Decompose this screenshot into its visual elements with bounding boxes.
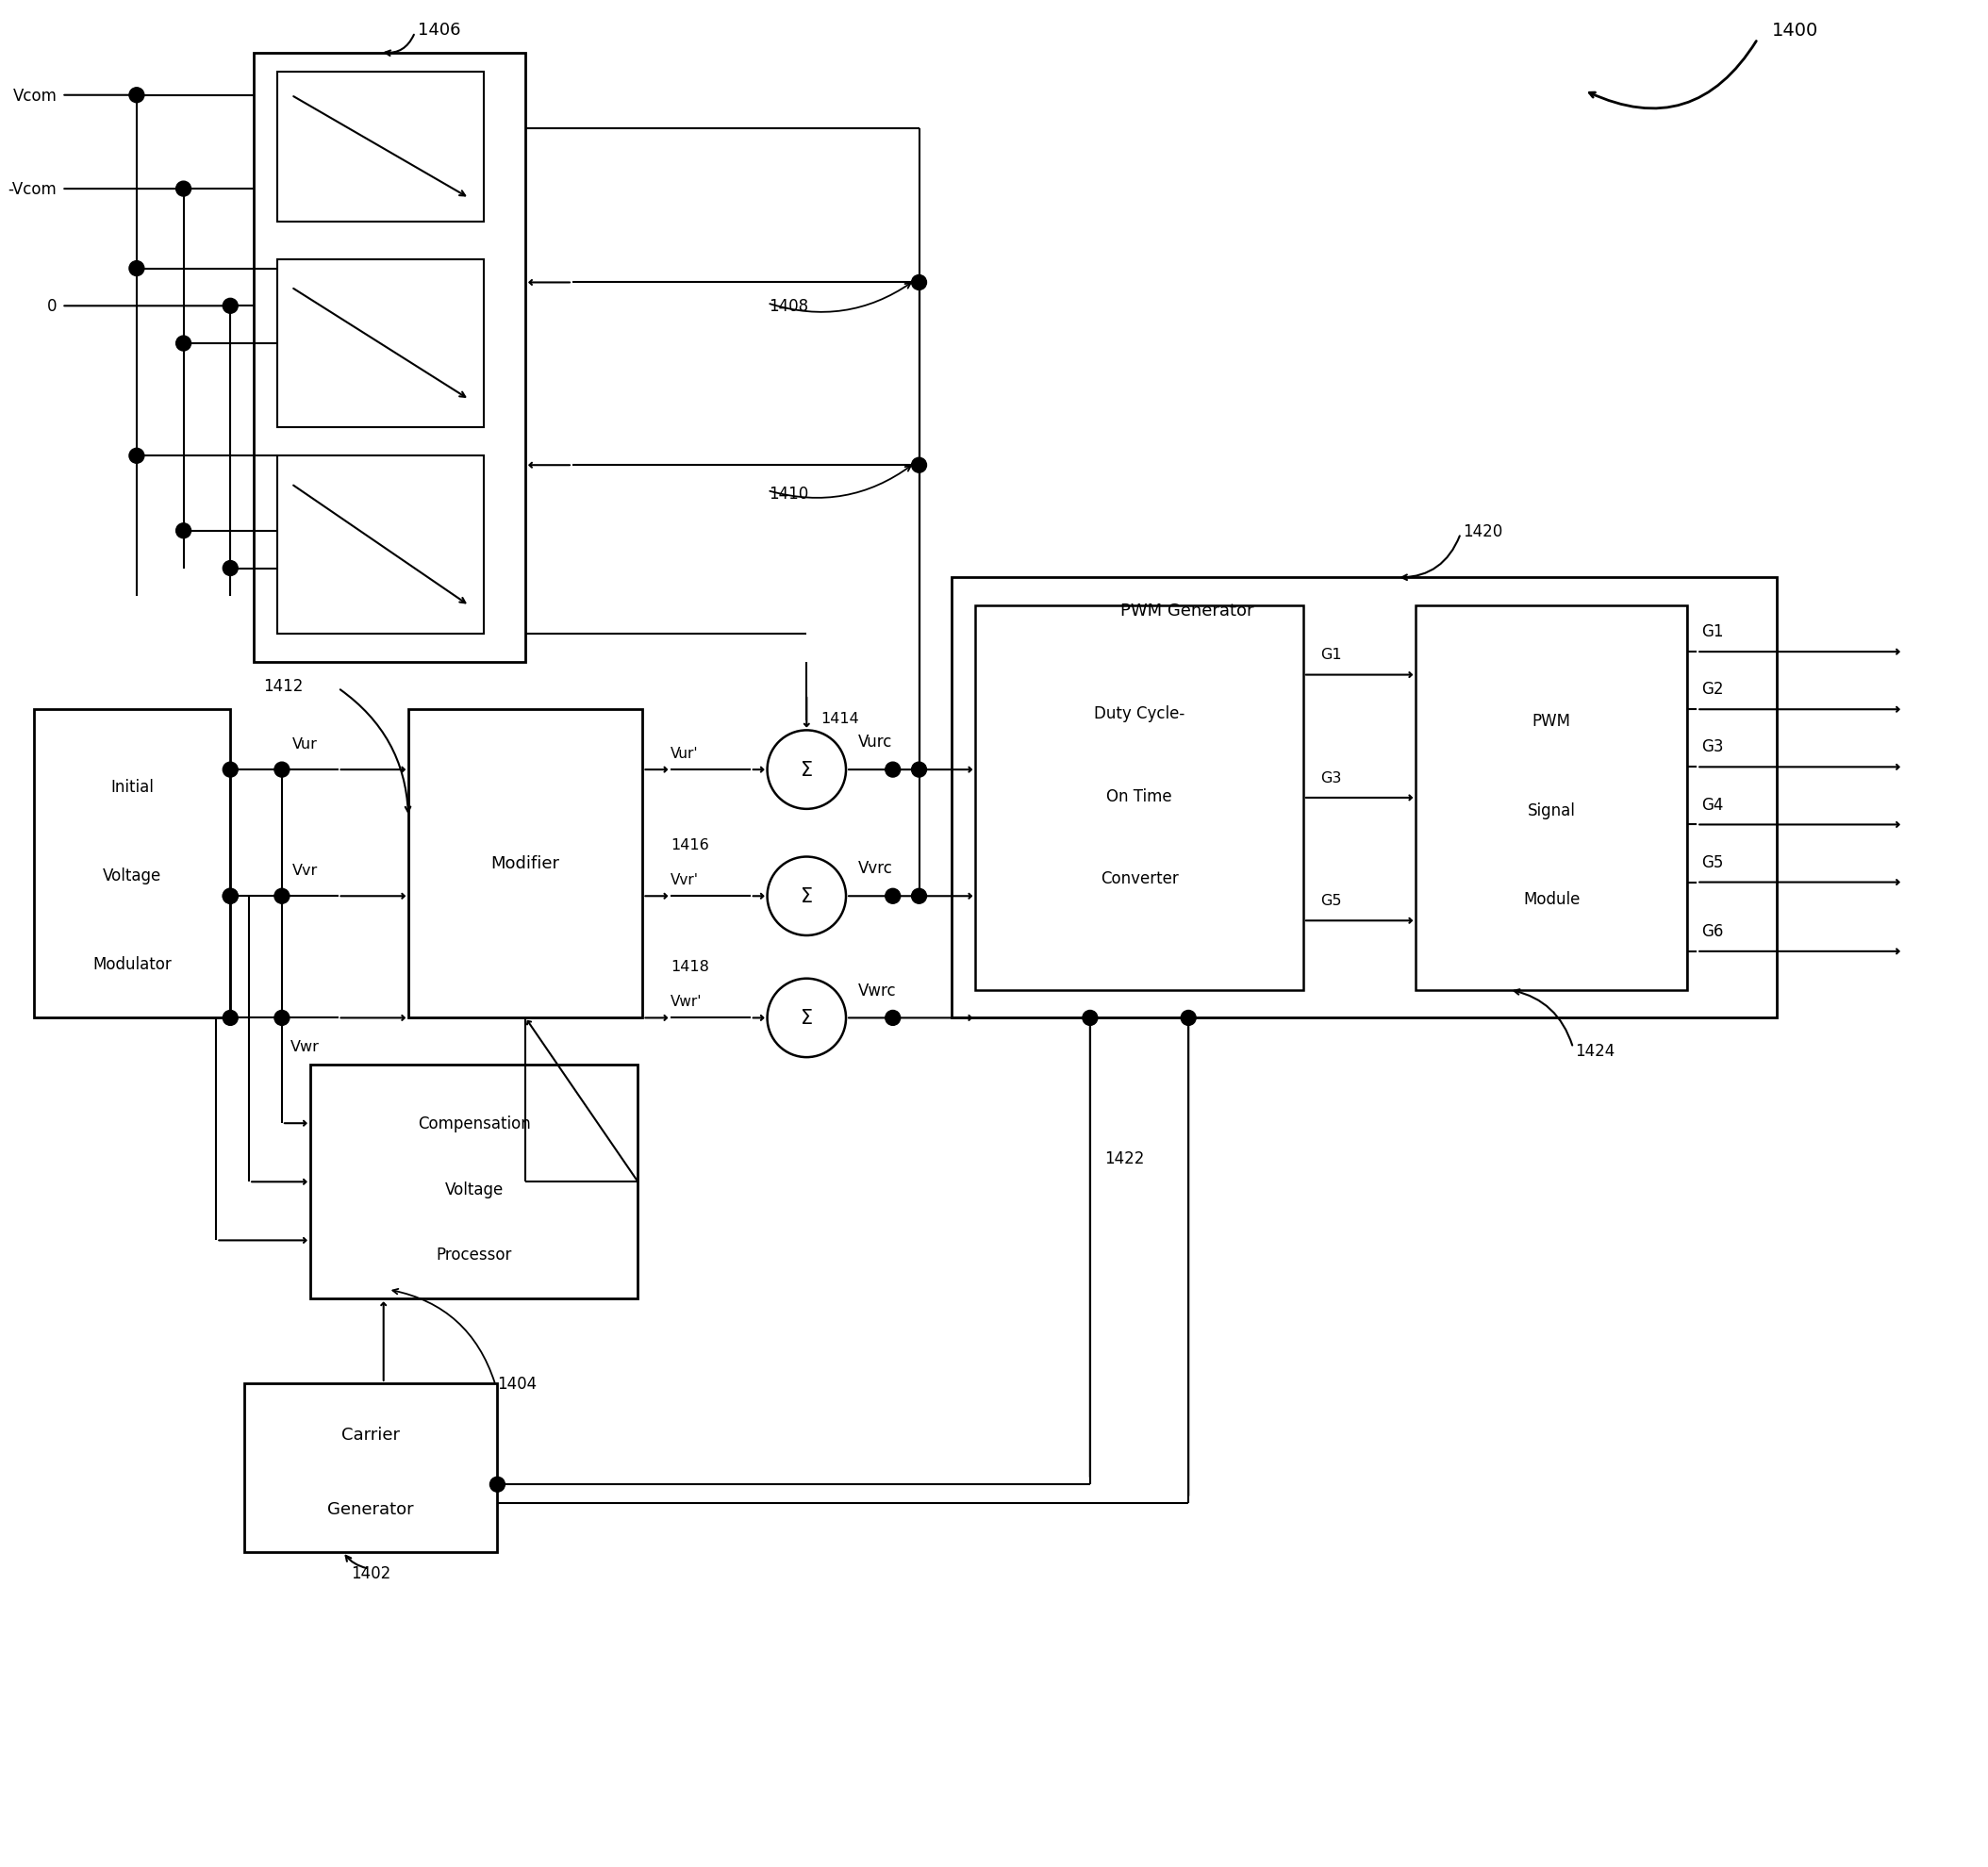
Bar: [276, 456, 483, 635]
Circle shape: [223, 299, 239, 314]
Circle shape: [767, 730, 847, 810]
Text: -Vcom: -Vcom: [8, 181, 58, 198]
Text: Vur': Vur': [670, 747, 698, 760]
Circle shape: [912, 276, 926, 291]
Text: 1406: 1406: [417, 22, 461, 39]
Text: 1400: 1400: [1771, 21, 1819, 39]
Text: G3: G3: [1320, 771, 1342, 784]
Text: Σ: Σ: [801, 887, 813, 905]
Bar: [276, 260, 483, 428]
Text: 1404: 1404: [497, 1374, 537, 1393]
Text: 1422: 1422: [1103, 1150, 1143, 1167]
Text: G5: G5: [1702, 853, 1724, 870]
Text: 1410: 1410: [769, 485, 809, 502]
Circle shape: [177, 525, 191, 540]
Text: Σ: Σ: [801, 760, 813, 780]
Text: Vcom: Vcom: [12, 88, 58, 105]
Text: Vvrc: Vvrc: [859, 861, 893, 877]
Text: 0: 0: [48, 299, 58, 316]
Circle shape: [885, 1010, 901, 1025]
Circle shape: [274, 1010, 290, 1025]
Circle shape: [767, 857, 847, 935]
Circle shape: [223, 889, 239, 904]
Circle shape: [767, 978, 847, 1057]
Bar: [276, 73, 483, 222]
Text: Vwrc: Vwrc: [859, 982, 897, 999]
Text: G3: G3: [1702, 737, 1724, 756]
Text: 1420: 1420: [1463, 523, 1503, 540]
Text: Converter: Converter: [1099, 870, 1179, 887]
Circle shape: [885, 889, 901, 904]
Text: G1: G1: [1702, 624, 1724, 640]
Circle shape: [223, 762, 239, 777]
Text: Vwr': Vwr': [670, 995, 702, 1008]
Text: Modifier: Modifier: [491, 855, 561, 872]
Text: Vvr': Vvr': [670, 872, 700, 887]
Text: Vwr: Vwr: [290, 1040, 320, 1053]
Text: PWM: PWM: [1533, 713, 1571, 730]
Text: 1416: 1416: [670, 838, 710, 851]
Text: Generator: Generator: [328, 1501, 414, 1518]
Text: PWM Generator: PWM Generator: [1121, 603, 1254, 620]
Text: Voltage: Voltage: [445, 1180, 503, 1197]
Circle shape: [1083, 1010, 1097, 1025]
Bar: [310, 1064, 638, 1299]
Text: G4: G4: [1702, 795, 1724, 812]
Circle shape: [129, 261, 145, 276]
Text: Initial: Initial: [109, 779, 153, 795]
Text: Module: Module: [1523, 891, 1580, 907]
Bar: [34, 709, 231, 1018]
Text: Modulator: Modulator: [93, 956, 171, 973]
Bar: [254, 54, 525, 663]
Text: Duty Cycle-: Duty Cycle-: [1093, 706, 1185, 723]
Circle shape: [223, 562, 239, 577]
Circle shape: [223, 889, 239, 904]
Text: Voltage: Voltage: [103, 866, 161, 883]
Text: G6: G6: [1702, 922, 1724, 939]
Text: Signal: Signal: [1527, 803, 1576, 820]
Bar: [1415, 607, 1688, 990]
Circle shape: [223, 1010, 239, 1025]
Text: 1408: 1408: [769, 299, 809, 316]
Text: Vur: Vur: [292, 737, 318, 751]
Text: 1418: 1418: [670, 960, 710, 975]
Text: On Time: On Time: [1107, 788, 1173, 805]
Circle shape: [489, 1477, 505, 1492]
Text: Σ: Σ: [801, 1008, 813, 1027]
Text: 1414: 1414: [821, 711, 859, 726]
Text: Vvr: Vvr: [292, 863, 318, 877]
Bar: [408, 709, 642, 1018]
Text: 1402: 1402: [352, 1565, 392, 1581]
Circle shape: [177, 336, 191, 351]
Circle shape: [177, 183, 191, 198]
Bar: [976, 607, 1304, 990]
Text: Vurc: Vurc: [859, 734, 893, 751]
Circle shape: [274, 889, 290, 904]
Bar: [245, 1383, 497, 1551]
Circle shape: [912, 457, 926, 472]
Circle shape: [274, 762, 290, 777]
Bar: [952, 579, 1777, 1018]
Text: G2: G2: [1702, 681, 1724, 698]
Text: Processor: Processor: [435, 1245, 511, 1264]
Circle shape: [885, 762, 901, 777]
Circle shape: [912, 889, 926, 904]
Text: G1: G1: [1320, 648, 1342, 661]
Text: 1412: 1412: [262, 678, 302, 695]
Circle shape: [912, 762, 926, 777]
Circle shape: [1181, 1010, 1197, 1025]
Text: 1424: 1424: [1574, 1042, 1614, 1059]
Circle shape: [129, 88, 145, 103]
Circle shape: [129, 448, 145, 463]
Text: Compensation: Compensation: [417, 1115, 531, 1131]
Text: Carrier: Carrier: [342, 1426, 400, 1443]
Text: G5: G5: [1320, 894, 1342, 907]
